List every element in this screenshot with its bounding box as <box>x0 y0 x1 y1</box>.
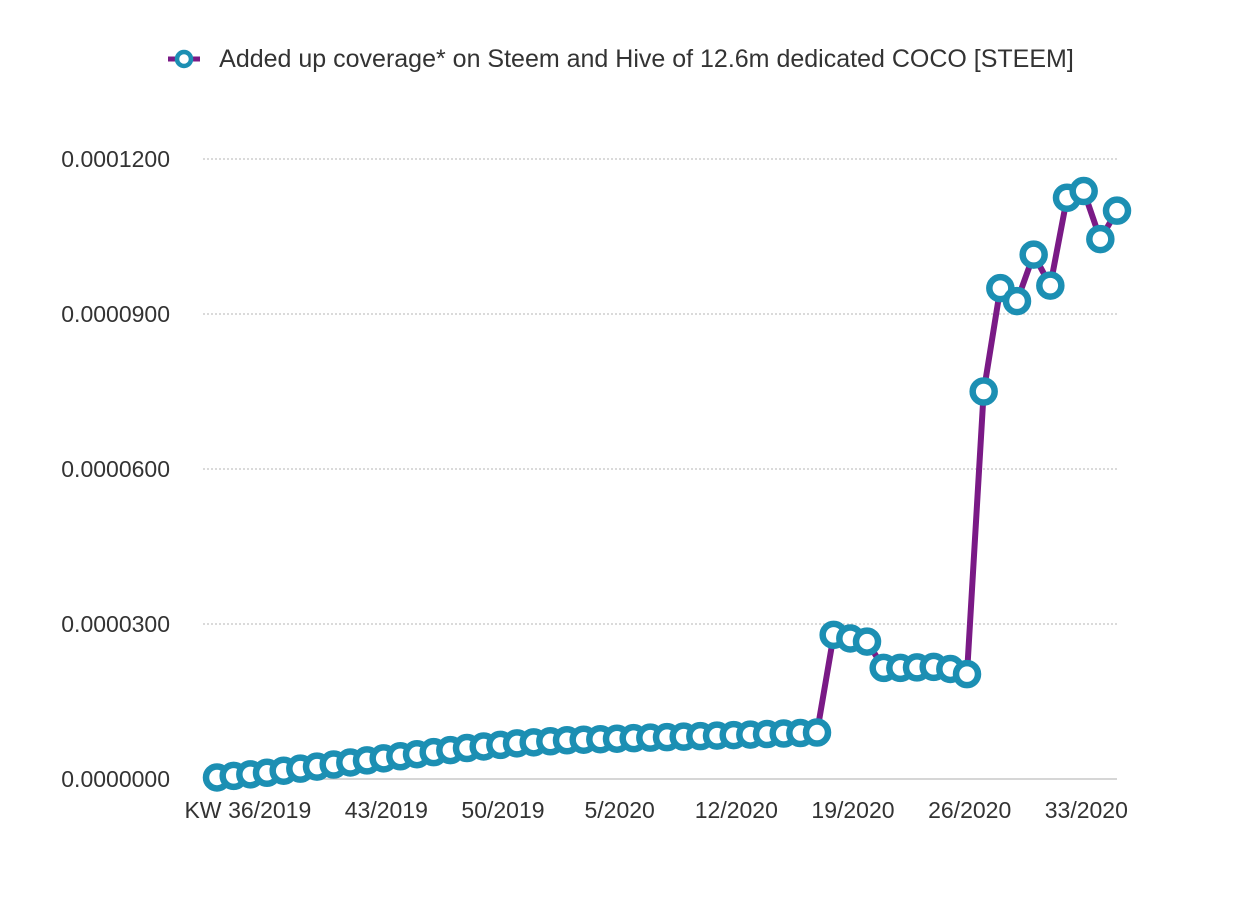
x-tick-label: 43/2019 <box>345 797 428 823</box>
data-point <box>1069 176 1098 206</box>
y-tick-label: 0.0000900 <box>61 301 170 327</box>
gridlines <box>203 158 1117 780</box>
data-point <box>952 659 982 689</box>
legend-marker-icon <box>168 50 201 69</box>
x-tick-label: 5/2020 <box>584 797 654 823</box>
x-tick-label: 19/2020 <box>811 797 894 823</box>
y-tick-label: 0.0000300 <box>61 611 170 637</box>
x-tick-label: 36/2019 <box>228 797 311 823</box>
data-point <box>1086 224 1115 254</box>
data-point <box>1019 240 1048 269</box>
series-line-path <box>214 188 1120 781</box>
series-markers <box>202 176 1132 792</box>
y-tick-label: 0.0000600 <box>61 456 170 482</box>
series-line <box>214 188 1120 781</box>
x-tick-label: 12/2020 <box>695 797 778 823</box>
x-tick-label: 26/2020 <box>928 797 1011 823</box>
data-point <box>1102 196 1132 225</box>
legend-label: Added up coverage* on Steem and Hive of … <box>219 44 1074 73</box>
x-axis: KW 36/2019 43/2019 50/2019 5/2020 12/2020 19/2… <box>184 797 1127 823</box>
data-point <box>802 718 832 747</box>
data-point <box>969 377 998 406</box>
x-tick-label: 33/2020 <box>1045 797 1128 823</box>
data-point <box>852 627 882 656</box>
y-tick-label: 0.0000000 <box>61 766 170 792</box>
x-tick-label: 50/2019 <box>461 797 544 823</box>
y-tick-label: 0.0001200 <box>61 146 170 172</box>
data-point <box>1036 271 1065 300</box>
data-point <box>1002 286 1032 316</box>
y-axis: 0.0000000 0.0000300 0.0000600 0.0000900 0.00… <box>61 146 170 792</box>
legend: Added up coverage* on Steem and Hive of … <box>0 44 1240 74</box>
x-tick-label: KW <box>184 797 221 823</box>
